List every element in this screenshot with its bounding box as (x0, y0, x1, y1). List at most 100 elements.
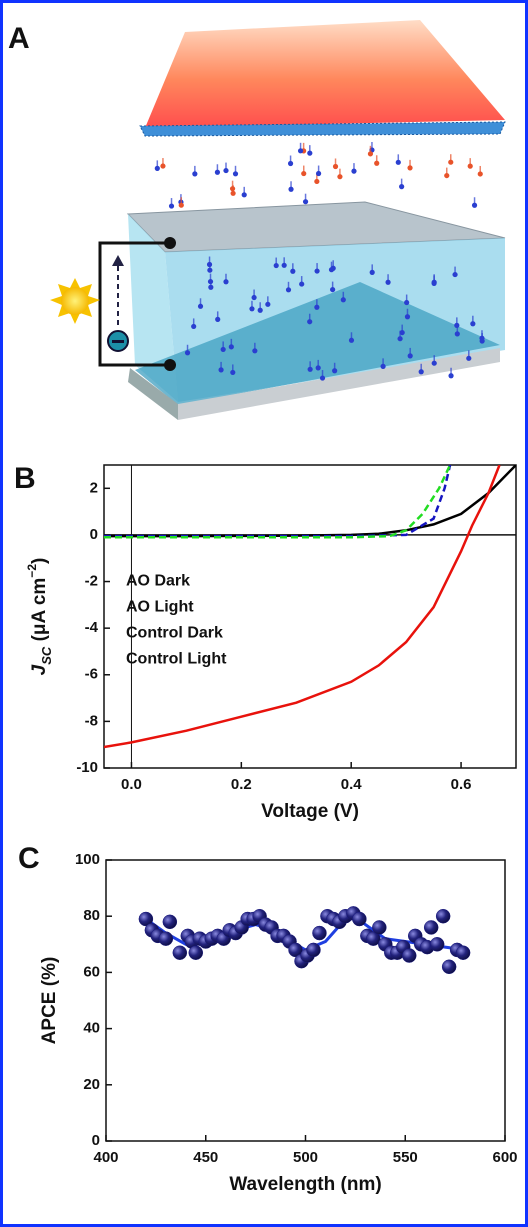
y-tick-label: -2 (85, 573, 98, 590)
electrode-dot (164, 359, 176, 371)
droplet (470, 321, 476, 327)
droplet (332, 368, 338, 374)
droplet (302, 199, 309, 205)
droplet (395, 159, 401, 165)
y-axis-label-part: SC (39, 646, 54, 665)
droplet (191, 323, 197, 330)
data-point (441, 959, 457, 975)
data-point (352, 911, 367, 927)
x-tick-label: 0.6 (451, 776, 472, 793)
base-front (178, 348, 500, 420)
data-point (312, 925, 327, 941)
x-tick-label: 400 (93, 1149, 118, 1166)
top-sheet (139, 121, 506, 137)
droplet (332, 163, 339, 170)
droplet (314, 178, 320, 185)
droplet (301, 170, 307, 177)
droplet (218, 367, 224, 373)
y-tick-label: 60 (83, 963, 100, 980)
droplet (223, 167, 229, 174)
droplet (168, 203, 175, 209)
droplet (208, 284, 214, 290)
droplet (214, 169, 221, 175)
droplet (184, 350, 191, 356)
series-line (104, 465, 501, 749)
droplet (314, 268, 320, 274)
droplet (307, 150, 313, 156)
x-axis-label: Wavelength (nm) (229, 1174, 381, 1195)
y-tick-label: 20 (83, 1076, 100, 1093)
x-tick-label: 500 (293, 1149, 318, 1166)
droplet (330, 286, 336, 293)
data-point (401, 948, 417, 963)
x-tick-label: 600 (492, 1149, 517, 1166)
droplet (404, 299, 410, 306)
data-point (188, 945, 204, 960)
droplet (448, 159, 454, 165)
droplet (230, 369, 236, 376)
droplet (288, 186, 294, 192)
droplet (220, 346, 226, 353)
droplet (471, 202, 478, 208)
panel-label: A (8, 22, 30, 55)
legend-entry: AO Dark (126, 573, 190, 590)
droplet (380, 363, 386, 369)
droplet (160, 163, 166, 169)
panel-label: C (18, 842, 40, 875)
droplet (154, 165, 160, 171)
base-side (128, 368, 178, 420)
droplet (223, 279, 229, 285)
droplet (316, 170, 322, 177)
droplet (337, 174, 343, 180)
droplet (297, 148, 304, 154)
data-point (455, 945, 471, 960)
droplet (407, 353, 413, 359)
droplet (314, 304, 320, 310)
y-axis-label-part: ) (29, 558, 50, 564)
droplet (215, 316, 221, 322)
droplets (154, 141, 485, 381)
illustration (50, 20, 506, 420)
droplet (319, 375, 326, 381)
droplet (374, 160, 380, 166)
y-axis-label-part: J (29, 664, 50, 675)
droplet (257, 307, 263, 313)
droplet (228, 344, 234, 350)
droplet (385, 279, 391, 285)
droplet (466, 355, 472, 361)
droplet (232, 171, 239, 177)
arrow-head (112, 255, 124, 266)
droplet (477, 171, 483, 177)
data-point (372, 920, 387, 935)
droplet (348, 337, 355, 343)
plot-frame (103, 464, 517, 769)
droplet (399, 184, 405, 190)
x-tick-label: 450 (193, 1149, 218, 1166)
jv-chart: 0.0 0.2 0.4 0.6 -10 -8 -6 -4 -2 0 2 Voltage (V) JSC … (25, 464, 517, 822)
droplet (315, 365, 321, 371)
droplet (431, 360, 437, 366)
droplet (265, 301, 271, 307)
droplet (197, 303, 204, 309)
y-axis-label-part: −2 (25, 564, 39, 578)
droplet (404, 314, 411, 320)
data-point (366, 931, 381, 946)
droplet (307, 319, 313, 325)
y-tick-label: 100 (75, 851, 100, 868)
data-point (423, 920, 439, 935)
droplet (479, 338, 485, 344)
y-tick-label: -4 (85, 619, 99, 636)
droplet (252, 348, 258, 354)
legend-entry: Control Light (126, 651, 227, 668)
panel-label: B (14, 462, 36, 495)
data-point (435, 908, 451, 924)
droplet (299, 281, 305, 287)
droplet (290, 268, 296, 274)
circuit-wire (98, 241, 170, 367)
droplet (251, 294, 257, 301)
data-point (162, 914, 178, 930)
y-tick-label: 0 (90, 526, 98, 543)
droplet (454, 322, 460, 328)
data-point (429, 937, 445, 952)
